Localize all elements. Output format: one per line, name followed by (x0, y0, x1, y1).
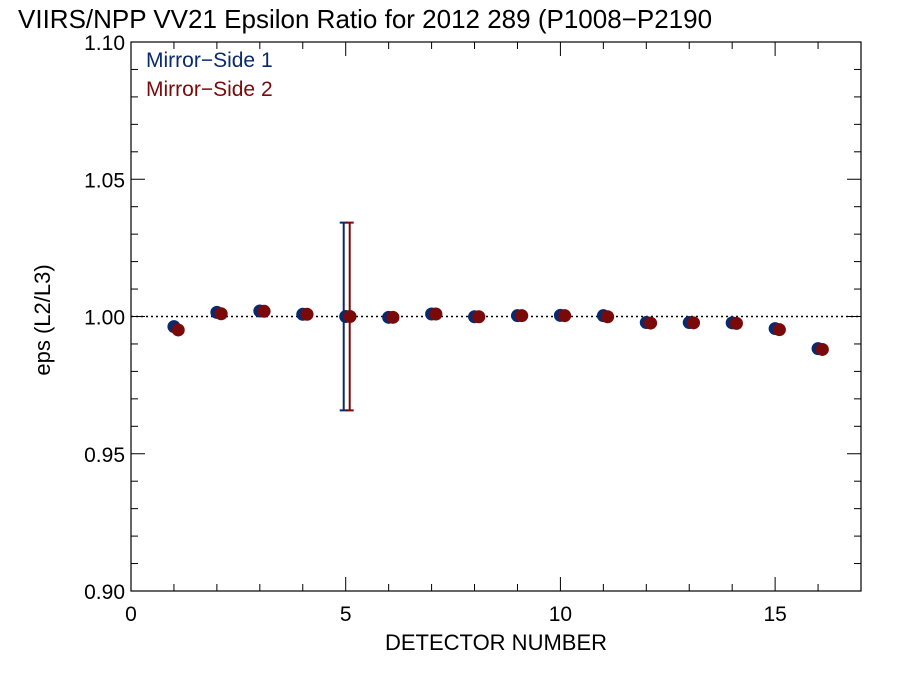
data-point (214, 307, 228, 321)
y-axis-label: eps (L2/L3) (30, 264, 55, 375)
data-point (644, 316, 658, 330)
x-tick-label: 5 (340, 603, 352, 626)
data-point (171, 323, 185, 337)
data-point (558, 309, 572, 323)
x-axis-label: DETECTOR NUMBER (385, 630, 607, 655)
y-tick-label: 1.00 (84, 307, 125, 330)
legend: Mirror−Side 1 Mirror−Side 2 (146, 49, 273, 101)
data-point (601, 310, 615, 324)
y-tick-label: 1.10 (84, 32, 125, 55)
data-point (300, 307, 314, 321)
legend-entry-mirror-side-1: Mirror−Side 1 (146, 49, 273, 72)
data-point (729, 316, 743, 330)
x-tick-label: 10 (549, 603, 572, 626)
y-tick-label: 0.95 (84, 444, 125, 467)
data-point (472, 310, 486, 324)
x-tick-label: 15 (763, 603, 786, 626)
plot-axes: 0.90 0.95 1.00 1.05 1.10 0 5 10 15 (84, 32, 862, 626)
y-tick-label: 1.05 (84, 169, 125, 192)
data-point (257, 304, 271, 318)
data-point (429, 307, 443, 321)
data-point (687, 316, 701, 330)
y-tick-label: 0.90 (84, 581, 125, 604)
x-tick-label: 0 (125, 603, 137, 626)
plot-marks (167, 221, 829, 412)
data-point (772, 323, 786, 337)
data-point (386, 310, 400, 324)
data-point (343, 310, 357, 323)
legend-entry-mirror-side-2: Mirror−Side 2 (146, 78, 273, 101)
data-point (515, 309, 529, 323)
chart-title: VIIRS/NPP VV21 Epsilon Ratio for 2012 28… (18, 4, 712, 34)
data-point (815, 342, 829, 356)
